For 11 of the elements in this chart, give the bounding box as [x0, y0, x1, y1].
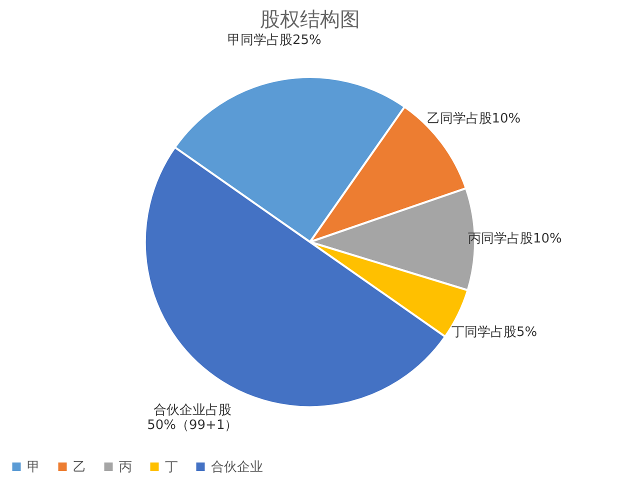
legend-label: 合伙企业 — [211, 460, 263, 475]
data-label: 乙同学占股10% — [426, 112, 521, 127]
legend-label: 丁 — [165, 460, 178, 475]
data-label: 甲同学占股25% — [227, 33, 322, 48]
legend-label: 甲 — [27, 460, 40, 475]
data-label: 合伙企业占股 50%（99+1） — [147, 402, 238, 433]
data-label: 丁同学占股5% — [451, 324, 538, 340]
chart-title: 股权结构图 — [260, 7, 360, 32]
data-label: 丙同学占股10% — [468, 231, 562, 246]
legend-label: 丙 — [119, 460, 132, 475]
legend-label: 乙 — [73, 460, 86, 475]
